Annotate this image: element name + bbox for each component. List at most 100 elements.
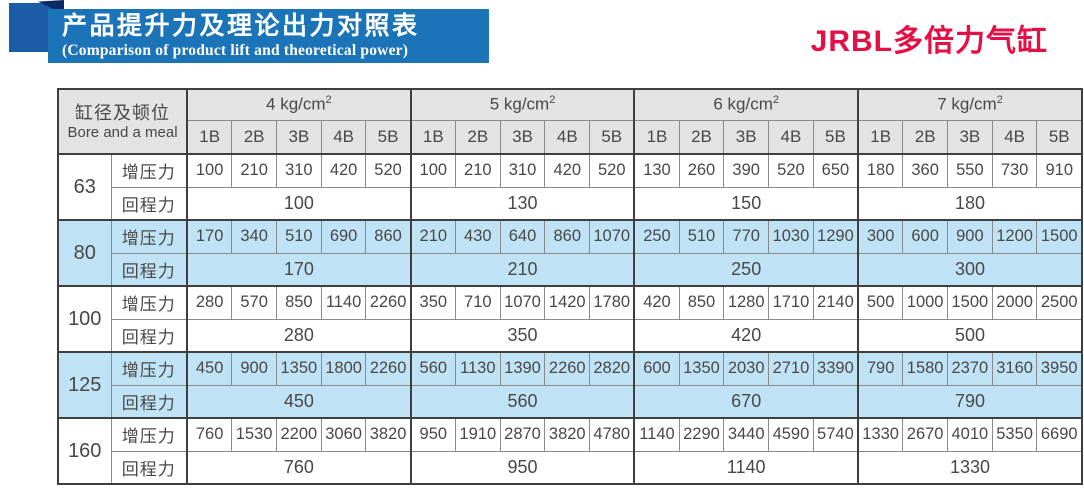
boost-value-cell: 170 [186,219,233,254]
boost-value-cell: 310 [499,153,546,188]
boost-value-cell: 6690 [1036,417,1083,452]
return-value-cell: 280 [186,318,412,353]
subcol-header: 1B [857,119,904,155]
boost-value-cell: 1070 [589,219,635,254]
boost-value-cell: 1140 [633,417,680,452]
return-value-cell: 670 [633,384,859,419]
boost-value-cell: 900 [231,351,277,386]
boost-value-cell: 1140 [320,285,367,320]
subcol-header: 3B [947,119,993,155]
bore-label: 125 [57,351,112,419]
boost-value-cell: 710 [454,285,501,320]
boost-row-100: 100 增压力 280 570 850 1140 2260 350 710 1070 1420 178… [57,285,1083,353]
row-type-label: 增压力 [110,285,188,320]
page-title: 产品提升力及理论出力对照表 [62,12,420,40]
boost-value-cell: 1280 [723,285,770,320]
boost-value-cell: 350 [409,285,456,320]
boost-value-cell: 1500 [1036,219,1083,254]
subcol-header: 5B [365,119,412,155]
boost-value-cell: 2820 [589,351,635,386]
subcol-header: 2B [231,119,277,155]
boost-value-cell: 550 [947,153,993,188]
boost-value-cell: 760 [186,417,233,452]
boost-value-cell: 2140 [812,285,859,320]
boost-value-cell: 1500 [947,285,993,320]
boost-value-cell: 210 [454,153,501,188]
return-value-cell: 950 [409,450,635,485]
pressure-value: 6 kg/cm [713,95,773,115]
subcol-header: 2B [678,119,725,155]
boost-row-125: 125 增压力 450 900 1350 1800 2260 560 1130 1390 2260 2… [57,351,1083,419]
row-type-label: 增压力 [110,351,188,386]
boost-value-cell: 1290 [812,219,859,254]
pressure-header: 7 kg/cm2 [857,88,1083,121]
boost-value-cell: 1350 [678,351,725,386]
boost-value-cell: 280 [186,285,233,320]
boost-value-cell: 600 [902,219,948,254]
boost-value-cell: 1910 [454,417,501,452]
boost-value-cell: 1780 [589,285,635,320]
return-value-cell: 100 [186,186,412,221]
pressure-header: 4 kg/cm2 [186,88,412,121]
boost-value-cell: 850 [678,285,725,320]
boost-value-cell: 3440 [723,417,770,452]
return-value-cell: 500 [857,318,1083,353]
boost-value-cell: 2710 [768,351,814,386]
boost-value-cell: 2000 [991,285,1038,320]
boost-value-cell: 1420 [544,285,591,320]
return-value-cell: 760 [186,450,412,485]
row-type-label: 回程力 [110,384,188,419]
row-type-label: 回程力 [110,318,188,353]
row-type-label: 增压力 [110,153,188,188]
boost-value-cell: 100 [409,153,456,188]
spec-table: 缸径及顿位 Bore and a meal 4 kg/cm2 5 kg/cm2 6 … [57,88,1083,485]
boost-value-cell: 420 [633,285,680,320]
boost-value-cell: 5350 [991,417,1038,452]
boost-value-cell: 3820 [365,417,412,452]
pressure-exponent: 2 [325,94,332,107]
bore-label: 63 [57,153,112,221]
boost-value-cell: 640 [499,219,546,254]
subcol-header: 4B [544,119,591,155]
boost-value-cell: 4780 [589,417,635,452]
subcol-header: 5B [1036,119,1083,155]
bore-label: 160 [57,417,112,485]
return-value-cell: 150 [633,186,859,221]
boost-value-cell: 340 [231,219,277,254]
boost-value-cell: 510 [275,219,322,254]
boost-value-cell: 430 [454,219,501,254]
boost-value-cell: 1390 [499,351,546,386]
return-value-cell: 790 [857,384,1083,419]
boost-value-cell: 4590 [768,417,814,452]
boost-value-cell: 210 [409,219,456,254]
boost-value-cell: 500 [857,285,904,320]
boost-value-cell: 850 [275,285,322,320]
boost-value-cell: 3060 [320,417,367,452]
boost-value-cell: 1000 [902,285,948,320]
return-value-cell: 180 [857,186,1083,221]
subcol-header: 2B [454,119,501,155]
corner-label-en: Bore and a meal [67,124,178,141]
boost-value-cell: 520 [589,153,635,188]
table-body: 63 增压力 100 210 310 420 520 100 210 310 420 520 130 26… [57,153,1083,485]
subcol-header: 5B [812,119,859,155]
return-value-cell: 250 [633,252,859,287]
boost-value-cell: 650 [812,153,859,188]
boost-value-cell: 790 [857,351,904,386]
boost-value-cell: 260 [678,153,725,188]
pressure-value: 7 kg/cm [937,95,997,115]
boost-value-cell: 300 [857,219,904,254]
boost-value-cell: 520 [365,153,412,188]
subcol-header: 3B [723,119,770,155]
boost-value-cell: 420 [320,153,367,188]
boost-value-cell: 450 [186,351,233,386]
boost-value-cell: 360 [902,153,948,188]
subcol-header: 4B [320,119,367,155]
boost-value-cell: 1130 [454,351,501,386]
subcol-header: 3B [499,119,546,155]
boost-value-cell: 730 [991,153,1038,188]
boost-value-cell: 2200 [275,417,322,452]
subcol-header: 1B [633,119,680,155]
return-value-cell: 130 [409,186,635,221]
row-type-label: 回程力 [110,450,188,485]
